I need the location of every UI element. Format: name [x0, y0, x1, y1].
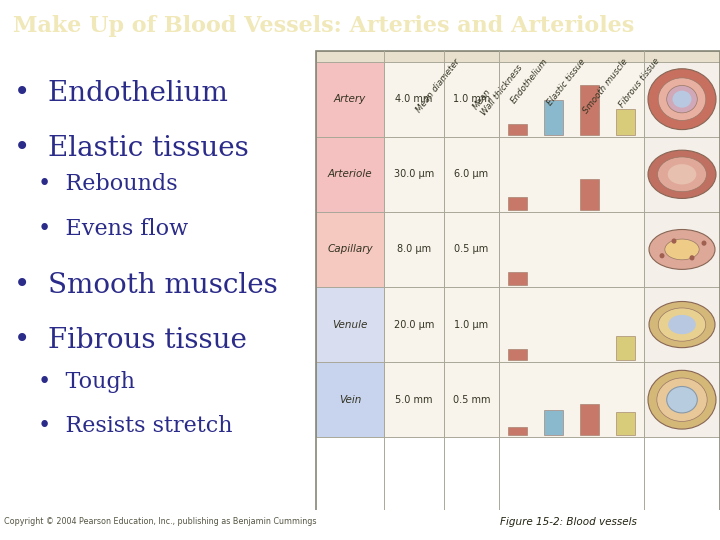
Bar — [544, 100, 563, 134]
Text: •  Endothelium: • Endothelium — [14, 80, 228, 107]
Ellipse shape — [658, 308, 706, 341]
Text: •  Smooth muscles: • Smooth muscles — [14, 272, 278, 299]
Ellipse shape — [667, 164, 696, 185]
Bar — [444, 137, 499, 212]
Bar — [499, 362, 644, 437]
Bar — [316, 137, 384, 212]
Ellipse shape — [649, 230, 715, 269]
Bar — [644, 62, 720, 137]
Bar — [384, 362, 444, 437]
Bar — [499, 137, 644, 212]
Ellipse shape — [660, 253, 665, 258]
Ellipse shape — [667, 85, 697, 113]
Bar — [384, 287, 444, 362]
Bar — [580, 85, 599, 134]
Bar — [384, 62, 444, 137]
Text: 5.0 mm: 5.0 mm — [395, 395, 433, 404]
Ellipse shape — [657, 378, 707, 421]
Text: 1.0 mm: 1.0 mm — [453, 94, 490, 104]
Bar — [580, 404, 599, 435]
Text: Copyright © 2004 Pearson Education, Inc., publishing as Benjamin Cummings: Copyright © 2004 Pearson Education, Inc.… — [4, 517, 317, 526]
Ellipse shape — [701, 240, 706, 246]
Text: 30.0 μm: 30.0 μm — [394, 170, 434, 179]
Text: 1.0 μm: 1.0 μm — [454, 320, 489, 329]
Bar — [580, 179, 599, 210]
Text: 20.0 μm: 20.0 μm — [394, 320, 434, 329]
Bar — [316, 212, 384, 287]
Ellipse shape — [665, 239, 699, 260]
Text: Endothelium: Endothelium — [509, 57, 550, 105]
Bar — [644, 212, 720, 287]
Bar — [644, 362, 720, 437]
Ellipse shape — [668, 315, 696, 334]
Text: Elastic tissue: Elastic tissue — [546, 57, 588, 107]
Text: •  Tough: • Tough — [38, 371, 135, 393]
Ellipse shape — [648, 150, 716, 198]
Bar — [384, 137, 444, 212]
Bar — [444, 287, 499, 362]
Text: 0.5 μm: 0.5 μm — [454, 245, 489, 254]
Ellipse shape — [672, 91, 691, 107]
Bar — [508, 197, 526, 210]
Text: Capillary: Capillary — [327, 245, 373, 254]
Bar — [384, 212, 444, 287]
Bar — [508, 272, 526, 285]
Text: •  Evens flow: • Evens flow — [38, 218, 188, 240]
Ellipse shape — [657, 157, 706, 192]
Text: Mean
Wall thickness: Mean Wall thickness — [472, 57, 525, 117]
Text: •  Rebounds: • Rebounds — [38, 173, 178, 195]
Bar — [444, 212, 499, 287]
Text: Arteriole: Arteriole — [328, 170, 372, 179]
Text: Smooth muscle: Smooth muscle — [582, 57, 630, 115]
Text: 4.0 mm: 4.0 mm — [395, 94, 433, 104]
Bar — [316, 62, 384, 137]
Bar — [544, 410, 563, 435]
Text: Fibrous tissue: Fibrous tissue — [618, 57, 662, 110]
Bar — [616, 413, 635, 435]
Bar — [0, 49, 315, 510]
Text: •  Resists stretch: • Resists stretch — [38, 415, 233, 437]
Text: •  Elastic tissues: • Elastic tissues — [14, 134, 248, 161]
Bar — [616, 336, 635, 360]
Ellipse shape — [690, 255, 695, 260]
Bar — [499, 287, 644, 362]
Text: Figure 15-2: Blood vessels: Figure 15-2: Blood vessels — [500, 517, 637, 526]
Ellipse shape — [667, 387, 697, 413]
Ellipse shape — [649, 301, 715, 348]
Text: •  Fibrous tissue: • Fibrous tissue — [14, 327, 247, 354]
Ellipse shape — [672, 239, 677, 244]
Text: Venule: Venule — [333, 320, 368, 329]
Text: Make Up of Blood Vessels: Arteries and Arterioles: Make Up of Blood Vessels: Arteries and A… — [13, 15, 634, 37]
Text: 6.0 μm: 6.0 μm — [454, 170, 489, 179]
Ellipse shape — [648, 370, 716, 429]
Ellipse shape — [648, 69, 716, 130]
Bar — [499, 62, 644, 137]
Bar — [444, 62, 499, 137]
Bar — [316, 287, 384, 362]
Bar — [316, 362, 384, 437]
Bar — [316, 51, 720, 137]
Bar — [444, 362, 499, 437]
Bar — [316, 51, 720, 512]
Bar — [644, 287, 720, 362]
Bar — [499, 212, 644, 287]
Bar — [508, 349, 526, 360]
Bar — [508, 427, 526, 435]
Text: Vein: Vein — [339, 395, 361, 404]
Bar — [644, 137, 720, 212]
Text: Mean diameter: Mean diameter — [414, 57, 462, 114]
Bar — [508, 124, 526, 134]
Text: 8.0 μm: 8.0 μm — [397, 245, 431, 254]
Bar — [616, 110, 635, 134]
Text: 0.5 mm: 0.5 mm — [453, 395, 490, 404]
Ellipse shape — [658, 78, 706, 120]
Text: Artery: Artery — [334, 94, 366, 104]
